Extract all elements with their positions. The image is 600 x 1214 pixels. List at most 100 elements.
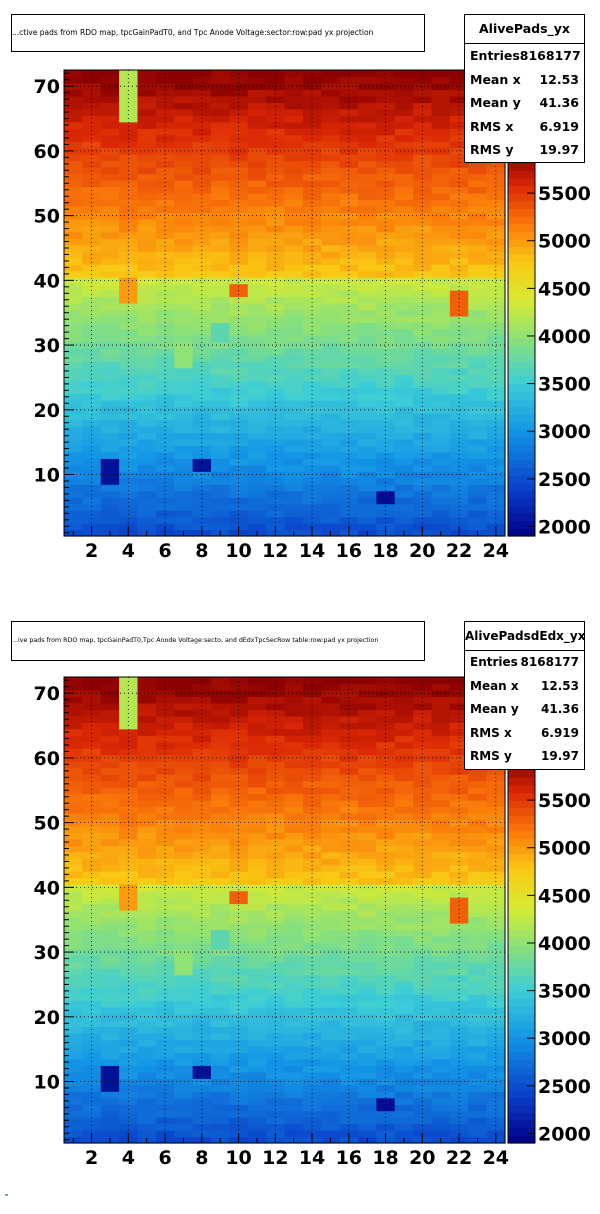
heatmap-cell (376, 1117, 396, 1125)
heatmap-cell (229, 851, 249, 859)
heatmap-cell (192, 890, 212, 898)
heatmap-cell (211, 761, 230, 769)
heatmap-cell (229, 477, 249, 485)
heatmap-cell (100, 1039, 120, 1047)
heatmap-cell (394, 910, 414, 918)
heatmap-cell (64, 942, 83, 950)
heatmap-cell (155, 264, 175, 272)
heatmap-cell (284, 341, 304, 349)
heatmap-cell (137, 1052, 157, 1060)
heatmap-cell (119, 922, 139, 931)
heatmap-cell (64, 722, 83, 730)
heatmap-cell (394, 419, 414, 427)
heatmap-cell (100, 199, 120, 207)
heatmap-cell (413, 1117, 433, 1125)
heatmap-cell (100, 296, 120, 304)
heatmap-cell (358, 683, 377, 691)
heatmap-cell (413, 1065, 433, 1073)
heatmap-cell (358, 147, 377, 155)
heatmap-cell (486, 1007, 506, 1015)
heatmap-cell (358, 812, 377, 820)
heatmap-cell (119, 510, 139, 518)
heatmap-cell (376, 458, 396, 466)
heatmap-cell (302, 121, 322, 129)
heatmap-cell (394, 1052, 414, 1060)
heatmap-cell (468, 1091, 488, 1099)
heatmap-cell (155, 812, 175, 820)
heatmap-cell (376, 812, 396, 820)
heatmap-cell (284, 503, 304, 511)
heatmap-cell (468, 445, 488, 453)
heatmap-cell (431, 244, 451, 252)
heatmap-cell (247, 419, 267, 427)
heatmap-cell (394, 696, 414, 704)
heatmap-cell (321, 910, 341, 918)
heatmap-cell (247, 897, 267, 905)
heatmap-cell (413, 955, 433, 963)
heatmap-cell (100, 819, 120, 827)
heatmap-cell (64, 897, 83, 905)
heatmap-cell (174, 335, 194, 343)
heatmap-cell (82, 1032, 102, 1041)
heatmap-cell (82, 315, 102, 324)
heatmap-cell (155, 212, 175, 220)
heatmap-cell (321, 994, 341, 1002)
heatmap-cell (247, 296, 267, 304)
heatmap-cell (339, 780, 359, 788)
heatmap-cell (321, 82, 341, 91)
heatmap-cell (321, 1045, 341, 1053)
heatmap-cell (82, 702, 102, 710)
heatmap-cell (394, 76, 414, 84)
heatmap-cell (155, 1020, 175, 1028)
heatmap-cell (449, 322, 469, 330)
heatmap-cell (376, 76, 396, 84)
heatmap-cell (192, 987, 212, 995)
heatmap-cell (192, 257, 212, 265)
heatmap-cell (376, 315, 396, 324)
heatmap-cell (247, 192, 267, 201)
heatmap-cell (394, 303, 414, 311)
heatmap-cell (192, 374, 212, 382)
heatmap-cell (266, 702, 286, 710)
heatmap-cell (394, 858, 414, 866)
heatmap-cell (321, 858, 341, 866)
heatmap-cell (64, 696, 83, 704)
heatmap-cell (413, 1052, 433, 1060)
heatmap-cell (247, 102, 267, 110)
heatmap-cell (247, 1091, 267, 1099)
heatmap-cell (100, 70, 120, 78)
heatmap-cell (64, 438, 83, 446)
heatmap-cell (376, 1026, 396, 1034)
heatmap-cell (137, 851, 157, 859)
color-scale-band (508, 375, 535, 385)
heatmap-cell (247, 1123, 267, 1131)
heatmap-cell (192, 916, 212, 924)
y-tick-label: 70 (34, 76, 60, 98)
heatmap-cell (339, 328, 359, 336)
heatmap-cell (64, 1052, 83, 1060)
heatmap-cell (100, 244, 120, 252)
heatmap-cell (229, 413, 249, 421)
heatmap-cell (211, 767, 230, 775)
heatmap-cell (431, 871, 451, 879)
heatmap-cell (358, 315, 377, 324)
heatmap-cell (339, 987, 359, 995)
heatmap-cell (358, 192, 377, 201)
heatmap-cell (266, 264, 286, 272)
heatmap-cell (413, 89, 433, 97)
heatmap-cell (247, 1117, 267, 1125)
heatmap-cell (266, 1110, 286, 1118)
heatmap-cell (192, 400, 212, 408)
heatmap-cell (321, 490, 341, 498)
heatmap-cell (266, 903, 286, 911)
heatmap-cell (321, 167, 341, 175)
heatmap-cell (174, 981, 194, 989)
heatmap-cell (431, 1123, 451, 1131)
heatmap-cell (284, 787, 304, 795)
heatmap-cell (247, 819, 267, 827)
heatmap-cell (229, 955, 249, 963)
heatmap-cell (431, 897, 451, 905)
heatmap-cell (284, 793, 304, 801)
heatmap-cell (266, 510, 286, 518)
heatmap-cell (229, 1071, 249, 1079)
